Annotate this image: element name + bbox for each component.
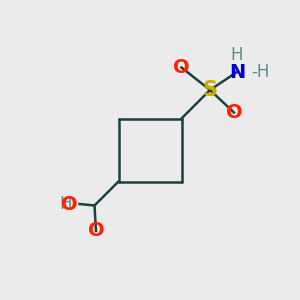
Text: O: O [61, 194, 78, 214]
Text: O: O [88, 221, 104, 241]
Text: O: O [226, 103, 242, 122]
Text: -H: -H [251, 63, 270, 81]
Text: N: N [229, 62, 245, 82]
Text: H: H [231, 46, 243, 64]
Text: O: O [173, 58, 190, 77]
Text: S: S [202, 80, 217, 100]
Text: H: H [59, 195, 72, 213]
